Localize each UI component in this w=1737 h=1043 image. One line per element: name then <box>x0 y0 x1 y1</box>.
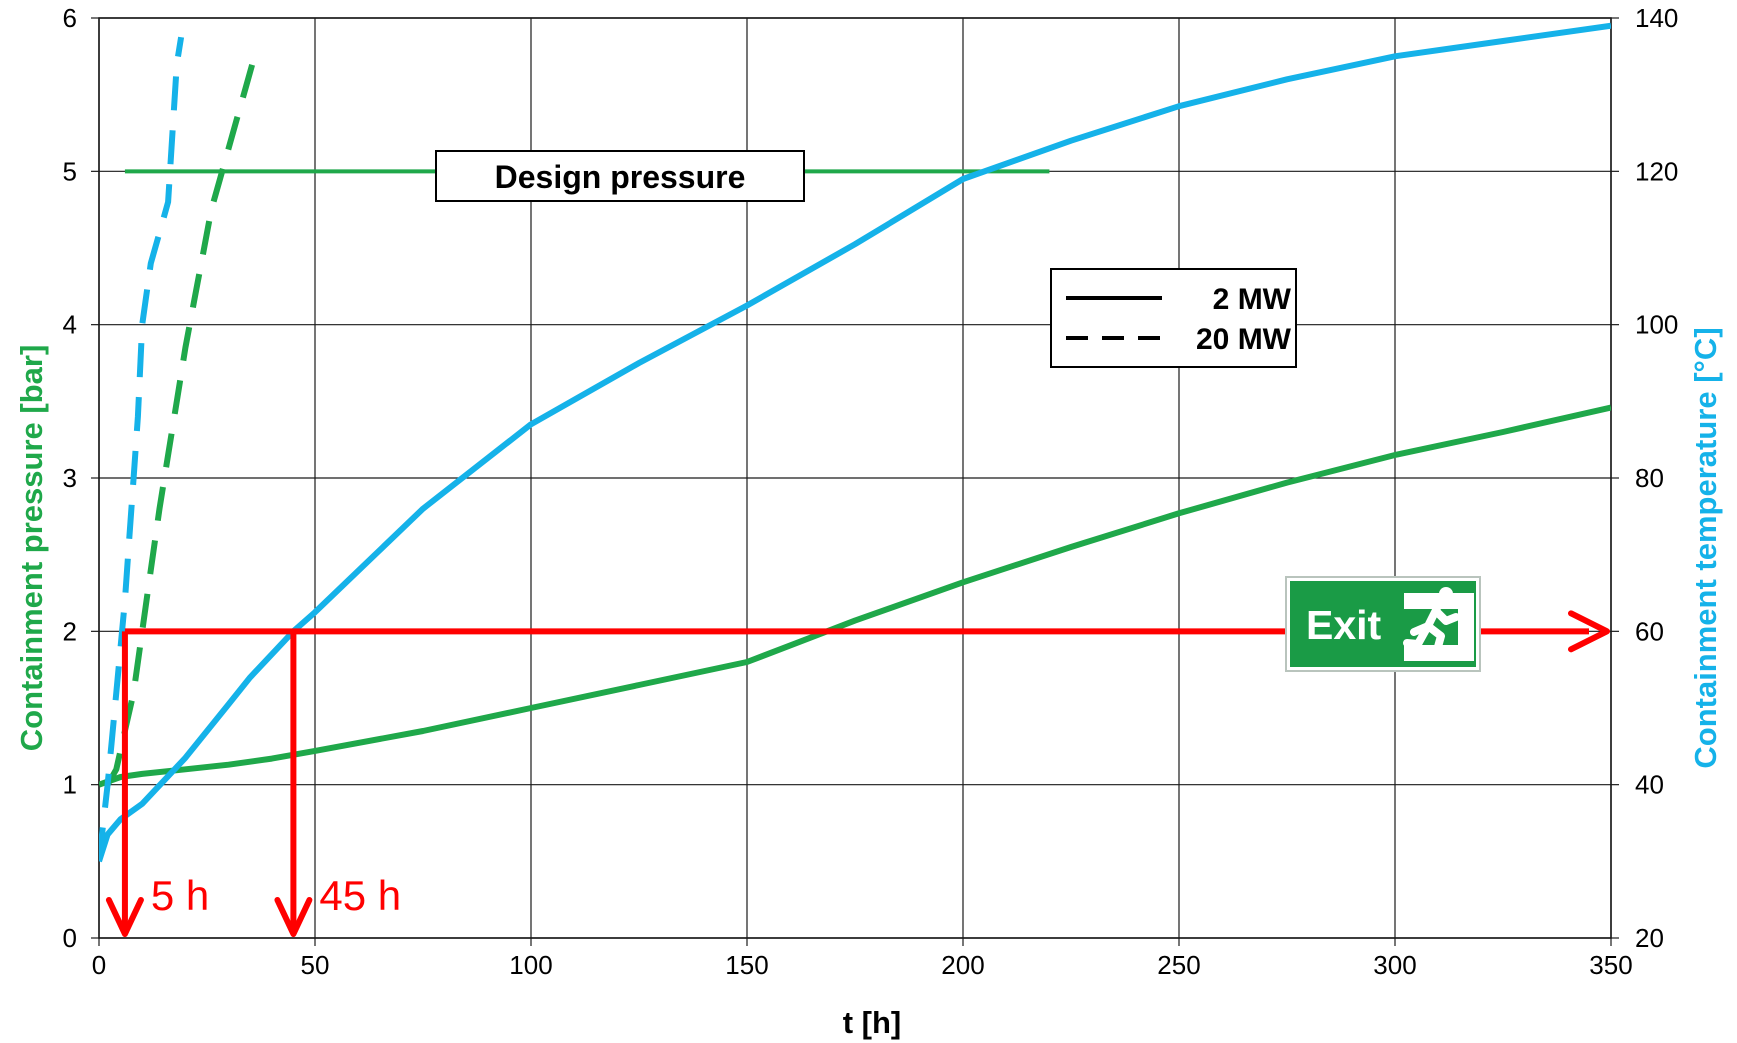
x-tick-label: 250 <box>1157 950 1200 980</box>
y-left-tick-label: 0 <box>63 923 77 953</box>
grid <box>98 17 1612 939</box>
y-right-tick-label: 100 <box>1635 310 1678 340</box>
x-tick-label: 100 <box>509 950 552 980</box>
exit-sign: Exit <box>1285 576 1481 672</box>
legend-label-2mw: 2 MW <box>1213 283 1292 316</box>
x-tick-label: 50 <box>301 950 330 980</box>
series-layer <box>99 22 1611 863</box>
y-axis-left-title: Containment pressure [bar] <box>14 345 49 752</box>
time-arrow-head <box>274 897 313 937</box>
threshold-arrowhead <box>1568 610 1610 653</box>
time-arrow-label: 5 h <box>151 872 209 919</box>
pressure-20mw-line <box>104 55 258 787</box>
x-axis-title: t [h] <box>843 1005 902 1040</box>
y-right-tick-label: 120 <box>1635 156 1678 186</box>
x-tick-label: 150 <box>725 950 768 980</box>
x-tick-label: 300 <box>1373 950 1416 980</box>
y-right-tick-label: 20 <box>1635 923 1664 953</box>
y-left-tick-label: 6 <box>63 3 77 33</box>
y-left-tick-label: 2 <box>63 616 77 646</box>
y-right-tick-label: 40 <box>1635 770 1664 800</box>
temperature-20mw-line <box>99 36 185 862</box>
y-axis-right-title: Containment temperature [°C] <box>1688 327 1723 768</box>
exit-sign-label: Exit <box>1306 602 1382 648</box>
legend-box <box>1050 268 1297 368</box>
x-tick-label: 0 <box>92 950 106 980</box>
time-arrow-label: 45 h <box>319 872 401 919</box>
legend: 2 MW 20 MW <box>1050 268 1297 368</box>
pressure-2mw-line <box>99 404 1611 788</box>
y-left-tick-label: 4 <box>63 310 77 340</box>
legend-label-20mw: 20 MW <box>1196 323 1292 356</box>
y-right-tick-label: 60 <box>1635 616 1664 646</box>
running-man-icon <box>1403 587 1474 661</box>
x-tick-label: 350 <box>1589 950 1632 980</box>
temperature-2mw-line <box>99 22 1611 863</box>
x-tick-label: 200 <box>941 950 984 980</box>
y-left-tick-label: 5 <box>63 156 77 186</box>
y-left-tick-label: 1 <box>63 770 77 800</box>
tick-labels: 0 50 100 150 200 250 300 350 0 1 2 3 4 5 6 20 40 60 80 100 1… <box>63 3 1679 980</box>
y-left-tick-label: 3 <box>63 463 77 493</box>
design-pressure-box <box>435 150 805 202</box>
y-right-tick-label: 80 <box>1635 463 1664 493</box>
design-pressure-callout: Design pressure <box>435 150 805 202</box>
time-arrow-head <box>105 897 144 937</box>
design-pressure-label: Design pressure <box>495 159 746 195</box>
y-right-tick-label: 140 <box>1635 3 1678 33</box>
